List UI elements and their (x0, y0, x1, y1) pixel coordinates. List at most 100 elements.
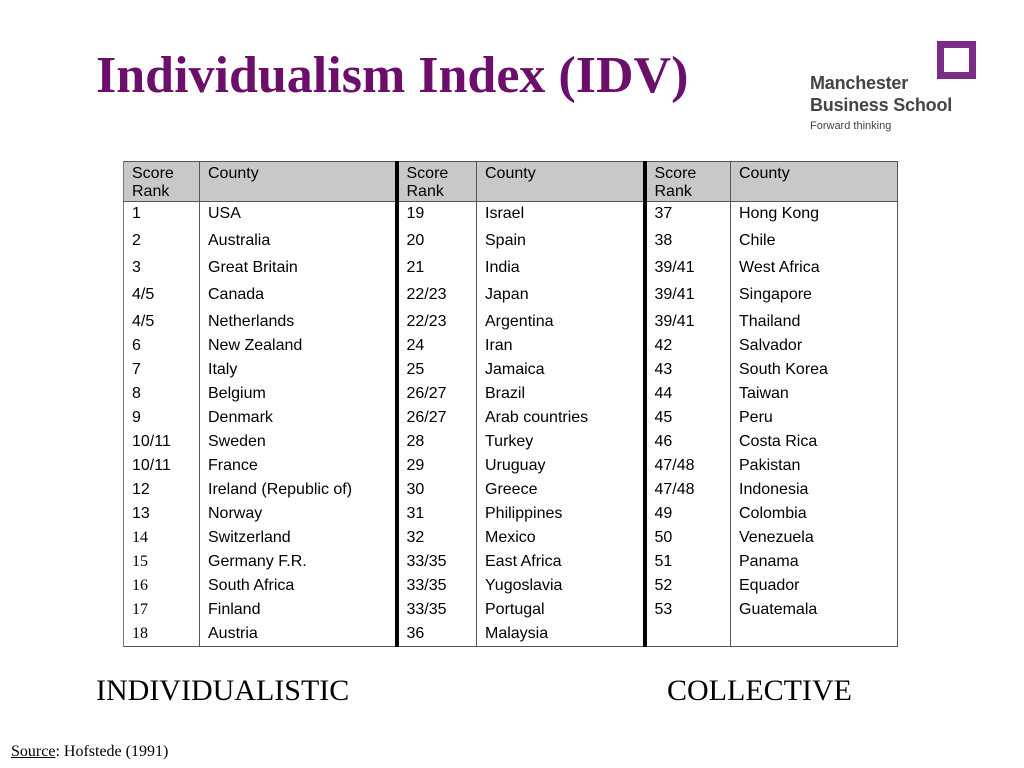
score-rank-cell: 7 (123, 358, 200, 382)
country-cell: Australia (199, 226, 397, 256)
country-cell: Uruguay (476, 454, 645, 478)
country-cell: Finland (199, 598, 397, 622)
score-rank-cell: 39/41 (642, 280, 731, 310)
header-rank-word: Rank (654, 183, 692, 200)
country-cell: West Africa (730, 256, 898, 280)
header-county-1: County (199, 161, 397, 202)
header-rank-word: Rank (406, 183, 444, 200)
country-cell: Peru (730, 406, 898, 430)
score-rank-cell: 45 (642, 406, 731, 430)
country-cell: Italy (199, 358, 397, 382)
country-cell: Turkey (476, 430, 645, 454)
score-rank-cell: 39/41 (642, 256, 731, 280)
source-key: Source (11, 743, 56, 760)
score-rank-cell: 14 (123, 526, 200, 550)
idv-ranking-table: Score Rank County Score Rank County Scor… (123, 161, 898, 647)
score-rank-cell: 22/23 (394, 310, 477, 334)
score-rank-cell: 42 (642, 334, 731, 358)
idv-table-container: Score Rank County Score Rank County Scor… (123, 161, 898, 647)
country-cell: Costa Rica (730, 430, 898, 454)
individualistic-label: INDIVIDUALISTIC (96, 674, 350, 707)
header-score-word: Score (654, 165, 697, 182)
country-cell: Jamaica (476, 358, 645, 382)
score-rank-cell (642, 622, 731, 647)
score-rank-cell: 3 (123, 256, 200, 280)
square-outline-icon (937, 41, 976, 79)
country-cell: Chile (730, 226, 898, 256)
table-row: 8 Belgium 26/27 Brazil 44 Taiwan (123, 382, 898, 406)
score-rank-cell: 24 (394, 334, 477, 358)
score-rank-cell: 33/35 (394, 574, 477, 598)
score-rank-cell: 26/27 (394, 406, 477, 430)
source-citation: Source: Hofstede (1991) (11, 743, 168, 761)
score-rank-cell: 53 (642, 598, 731, 622)
country-cell: France (199, 454, 397, 478)
table-header-row: Score Rank County Score Rank County Scor… (123, 161, 898, 202)
header-score-word: Score (132, 165, 174, 182)
header-county-2: County (476, 161, 645, 202)
score-rank-cell: 4/5 (123, 310, 200, 334)
score-rank-cell: 36 (394, 622, 477, 647)
header-score-word: Score (406, 165, 449, 182)
table-row: 18 Austria 36 Malaysia (123, 622, 898, 647)
country-cell: Austria (199, 622, 397, 647)
logo-tagline: Forward thinking (810, 120, 892, 132)
score-rank-cell: 26/27 (394, 382, 477, 406)
country-cell: Guatemala (730, 598, 898, 622)
table-row: 7 Italy 25 Jamaica 43 South Korea (123, 358, 898, 382)
score-rank-cell: 52 (642, 574, 731, 598)
score-rank-cell: 20 (394, 226, 477, 256)
country-cell: Brazil (476, 382, 645, 406)
collective-label: COLLECTIVE (667, 674, 852, 707)
country-cell: South Korea (730, 358, 898, 382)
country-cell: Taiwan (730, 382, 898, 406)
country-cell: Israel (476, 201, 645, 226)
score-rank-cell: 49 (642, 502, 731, 526)
country-cell: New Zealand (199, 334, 397, 358)
header-score-rank-1: Score Rank (123, 161, 200, 202)
score-rank-cell: 6 (123, 334, 200, 358)
header-rank-word: Rank (132, 183, 170, 200)
country-cell: Netherlands (199, 310, 397, 334)
country-cell: USA (199, 201, 397, 226)
country-cell: Indonesia (730, 478, 898, 502)
score-rank-cell: 16 (123, 574, 200, 598)
score-rank-cell: 10/11 (123, 430, 200, 454)
score-rank-cell: 21 (394, 256, 477, 280)
country-cell: Switzerland (199, 526, 397, 550)
score-rank-cell: 51 (642, 550, 731, 574)
country-cell: Singapore (730, 280, 898, 310)
score-rank-cell: 12 (123, 478, 200, 502)
country-cell: Belgium (199, 382, 397, 406)
country-cell: Arab countries (476, 406, 645, 430)
score-rank-cell: 33/35 (394, 550, 477, 574)
country-cell: Equador (730, 574, 898, 598)
manchester-business-school-logo: Manchester Business School Forward think… (808, 38, 988, 138)
country-cell: Spain (476, 226, 645, 256)
table-row: 3 Great Britain 21 India 39/41 West Africa (123, 256, 898, 280)
score-rank-cell: 47/48 (642, 454, 731, 478)
country-cell: Thailand (730, 310, 898, 334)
country-cell: Japan (476, 280, 645, 310)
country-cell: Iran (476, 334, 645, 358)
logo-line-2: Business School (810, 95, 953, 115)
country-cell: Hong Kong (730, 201, 898, 226)
country-cell: Denmark (199, 406, 397, 430)
country-cell: India (476, 256, 645, 280)
country-cell: Germany F.R. (199, 550, 397, 574)
score-rank-cell: 39/41 (642, 310, 731, 334)
country-cell: Norway (199, 502, 397, 526)
score-rank-cell: 46 (642, 430, 731, 454)
country-cell: Pakistan (730, 454, 898, 478)
score-rank-cell: 30 (394, 478, 477, 502)
score-rank-cell: 9 (123, 406, 200, 430)
score-rank-cell: 25 (394, 358, 477, 382)
country-cell: Ireland (Republic of) (199, 478, 397, 502)
score-rank-cell: 37 (642, 201, 731, 226)
score-rank-cell: 19 (394, 201, 477, 226)
slide-title: Individualism Index (IDV) (96, 47, 689, 104)
score-rank-cell: 50 (642, 526, 731, 550)
score-rank-cell: 2 (123, 226, 200, 256)
table-row: 2 Australia 20 Spain 38 Chile (123, 226, 898, 256)
score-rank-cell: 43 (642, 358, 731, 382)
